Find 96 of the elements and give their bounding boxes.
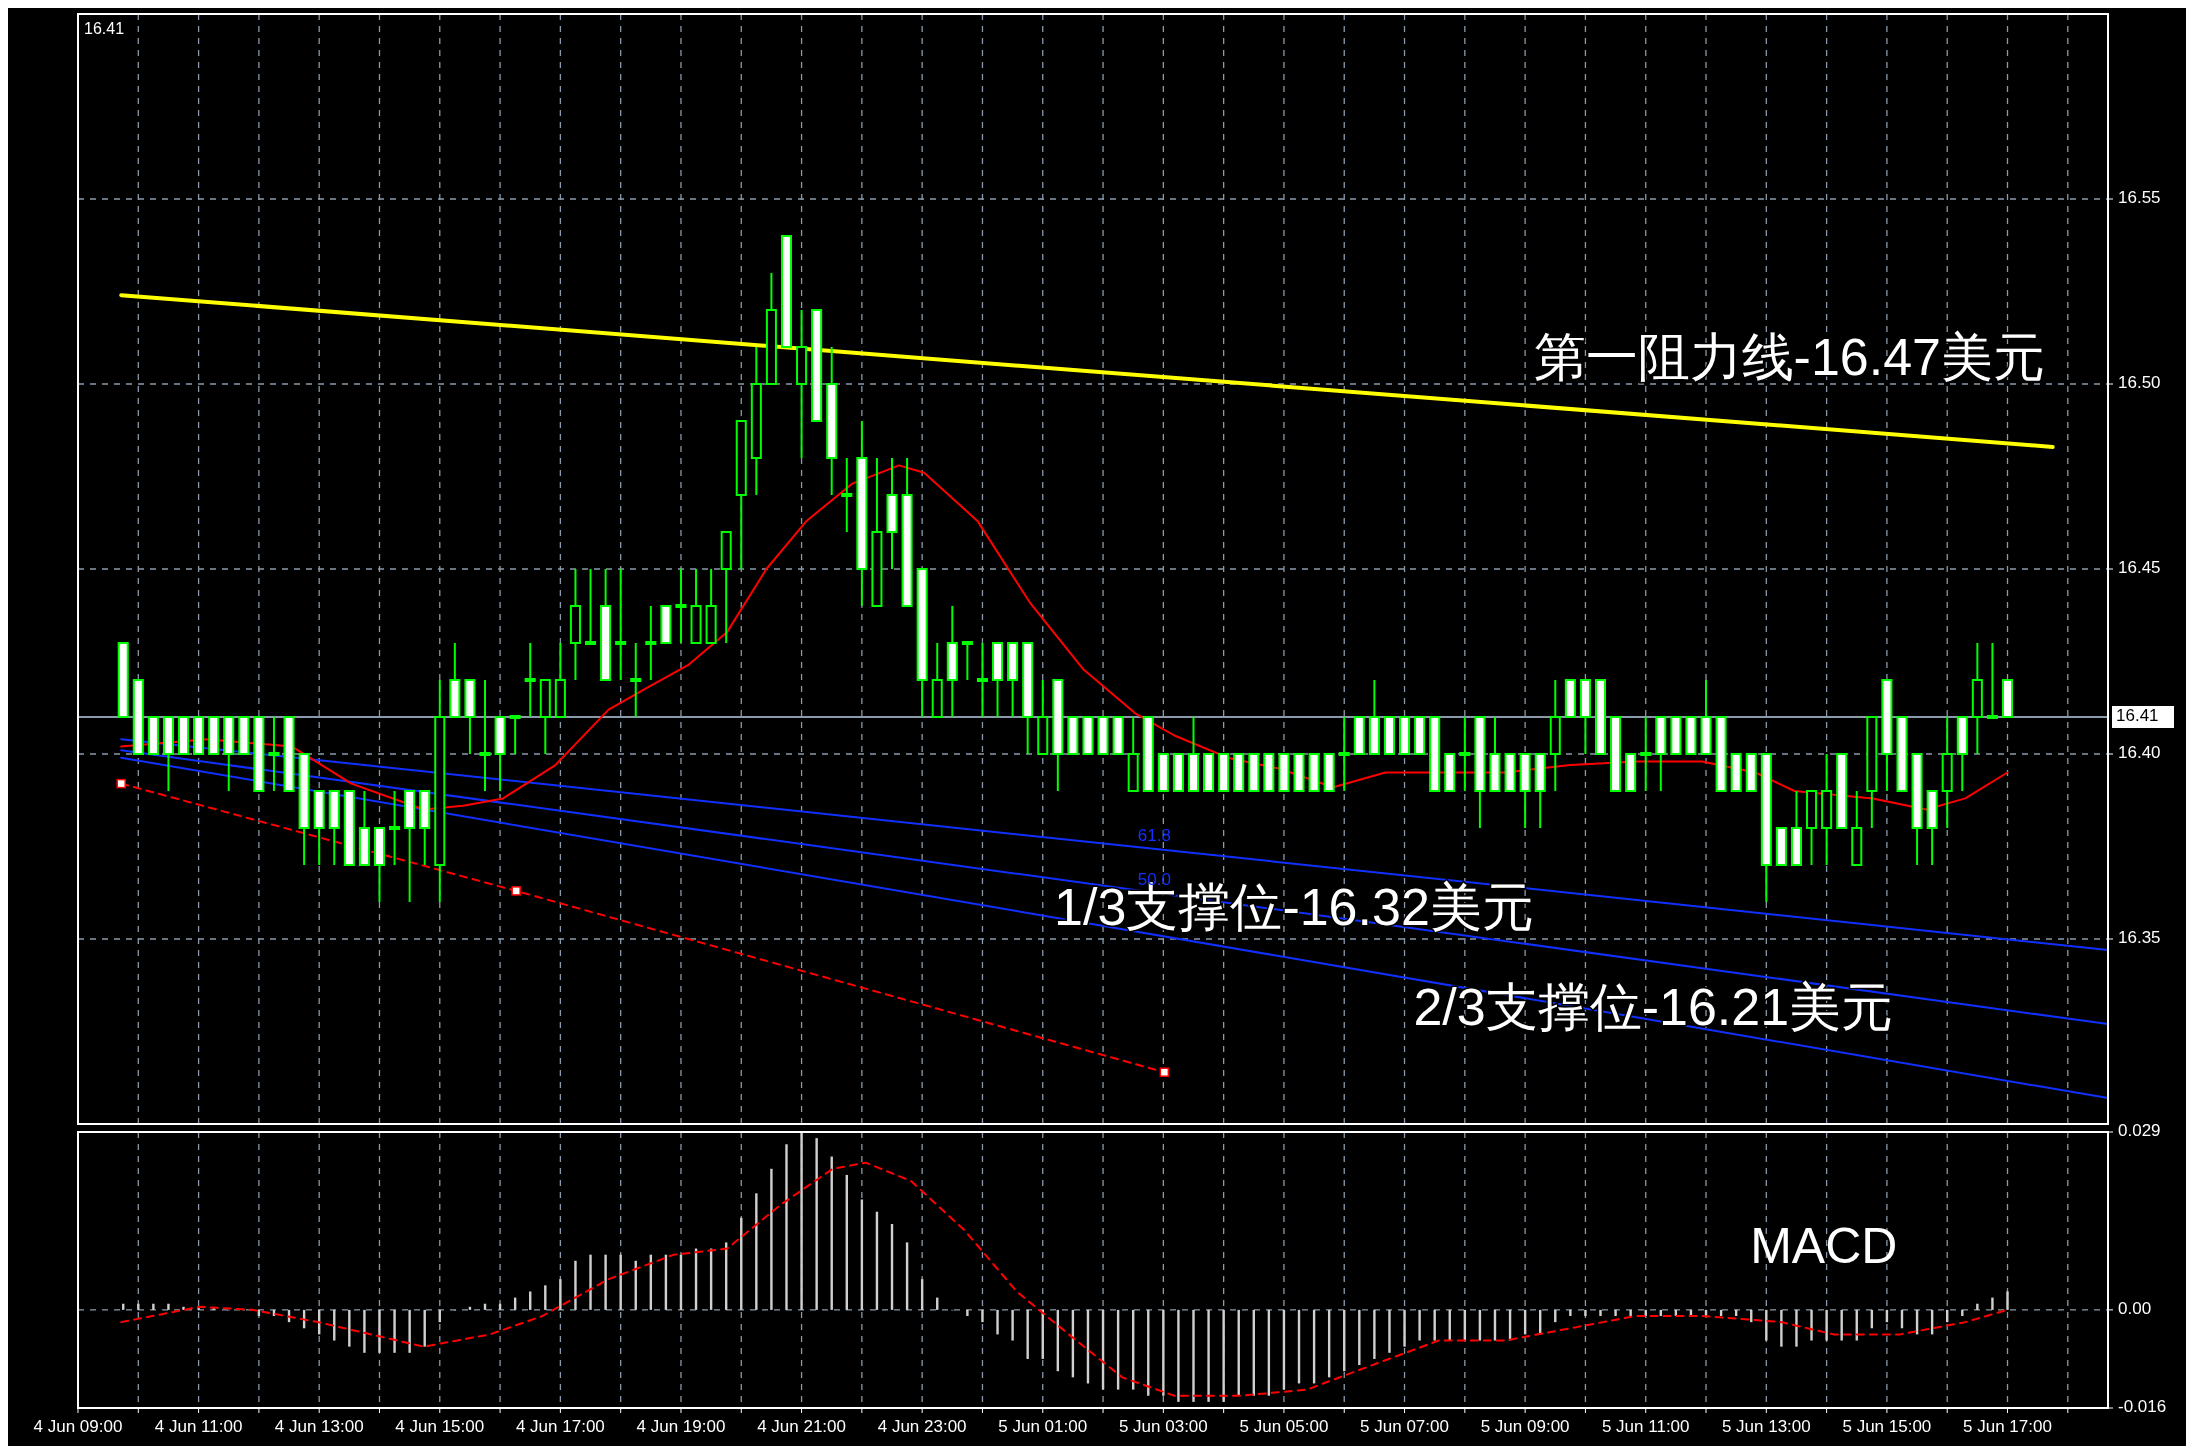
bar xyxy=(1840,1309,1843,1341)
candlestick xyxy=(1459,716,1471,792)
bar xyxy=(1629,1309,1632,1316)
bar xyxy=(152,1303,155,1310)
bar xyxy=(755,1193,758,1310)
bar xyxy=(1403,1309,1406,1347)
y-tick-label: 16.55 xyxy=(2118,188,2161,208)
bar xyxy=(1991,1297,1994,1310)
candlestick xyxy=(961,641,973,681)
y-tick-label: 16.45 xyxy=(2118,558,2161,578)
bar xyxy=(589,1254,592,1310)
x-tick-label: 5 Jun 17:00 xyxy=(1963,1417,2052,1436)
bar xyxy=(1358,1309,1361,1366)
bar xyxy=(1418,1309,1421,1341)
candlestick xyxy=(585,568,597,645)
candlestick xyxy=(268,716,280,792)
bar xyxy=(981,1309,984,1323)
candlestick xyxy=(645,605,657,681)
bar xyxy=(378,1309,381,1353)
bar xyxy=(1207,1309,1210,1402)
bar xyxy=(1373,1309,1376,1359)
bar xyxy=(1011,1309,1014,1341)
bar xyxy=(1177,1309,1180,1402)
candlestick xyxy=(389,790,401,866)
bar xyxy=(619,1254,622,1310)
candlestick xyxy=(509,715,521,755)
x-tick-label: 5 Jun 13:00 xyxy=(1721,1417,1811,1436)
bar xyxy=(1222,1309,1225,1402)
bar xyxy=(2006,1291,2009,1310)
y-tick-label: 0.00 xyxy=(2118,1299,2152,1319)
bar xyxy=(604,1254,607,1310)
bar xyxy=(1976,1303,1979,1310)
bar xyxy=(1810,1309,1813,1341)
bar xyxy=(167,1303,170,1310)
x-tick-label: 5 Jun 07:00 xyxy=(1360,1417,1449,1436)
candlestick xyxy=(630,642,642,718)
text: MACD xyxy=(1750,1218,1898,1275)
bar xyxy=(1780,1309,1783,1347)
bar xyxy=(815,1138,818,1310)
ref-line-label: 16.41 xyxy=(2116,706,2159,726)
candlestick xyxy=(976,642,988,718)
x-tick-label: 5 Jun 15:00 xyxy=(1842,1417,1932,1436)
bar xyxy=(800,1132,803,1310)
bar xyxy=(785,1144,788,1310)
x-tick-label: 5 Jun 11:00 xyxy=(1601,1417,1690,1436)
y-tick-label: -0.016 xyxy=(2118,1397,2167,1417)
bar xyxy=(1026,1309,1029,1359)
x-tick-label: 4 Jun 23:00 xyxy=(877,1417,967,1436)
candlestick xyxy=(1640,716,1652,792)
bar xyxy=(544,1285,547,1310)
bar xyxy=(1388,1309,1391,1353)
bar xyxy=(1614,1309,1617,1316)
x-tick-label: 5 Jun 05:00 xyxy=(1239,1417,1329,1436)
candlestick xyxy=(1338,716,1350,792)
x-tick-label: 4 Jun 11:00 xyxy=(154,1417,243,1436)
x-tick-label: 4 Jun 19:00 xyxy=(636,1417,726,1436)
candlestick xyxy=(615,568,627,681)
bar xyxy=(1599,1309,1602,1316)
bar xyxy=(1192,1309,1195,1402)
x-tick-label: 4 Jun 13:00 xyxy=(274,1417,364,1436)
bar xyxy=(408,1309,411,1353)
y-tick-label: 16.40 xyxy=(2118,743,2161,763)
x-tick-label: 5 Jun 03:00 xyxy=(1118,1417,1208,1436)
candlestick xyxy=(479,679,491,792)
bar xyxy=(996,1309,999,1335)
bar xyxy=(393,1309,396,1353)
bar xyxy=(182,1306,185,1310)
candlestick xyxy=(841,457,853,533)
bar xyxy=(1825,1309,1828,1341)
candlestick xyxy=(524,642,536,718)
x-tick-label: 4 Jun 09:00 xyxy=(33,1417,123,1436)
bar xyxy=(574,1260,577,1310)
bar xyxy=(1569,1309,1572,1316)
y-tick-label: 16.35 xyxy=(2118,928,2161,948)
x-tick-label: 5 Jun 01:00 xyxy=(998,1417,1088,1436)
candlestick xyxy=(1986,642,1998,719)
bar xyxy=(348,1309,351,1347)
series-label: 61.8 xyxy=(1137,825,1171,845)
bar xyxy=(1433,1309,1436,1341)
x-tick-label: 4 Jun 17:00 xyxy=(515,1417,605,1436)
bar xyxy=(966,1309,969,1316)
bar xyxy=(1765,1309,1768,1341)
bar xyxy=(363,1309,366,1353)
bar xyxy=(1795,1309,1798,1347)
bar xyxy=(770,1168,773,1310)
x-tick-label: 4 Jun 21:00 xyxy=(757,1417,846,1436)
y-tick-label: 0.029 xyxy=(2118,1121,2161,1141)
candlestick xyxy=(675,568,687,644)
bar xyxy=(559,1279,562,1310)
annotation: 16.41 xyxy=(84,20,125,37)
bar xyxy=(1162,1309,1165,1396)
bar xyxy=(1584,1309,1587,1316)
y-tick-label: 16.50 xyxy=(2118,373,2161,393)
x-tick-label: 5 Jun 09:00 xyxy=(1480,1417,1570,1436)
x-tick-label: 4 Jun 15:00 xyxy=(395,1417,485,1436)
annotation: 第一阻力线-16.47美元 xyxy=(1533,328,2046,387)
